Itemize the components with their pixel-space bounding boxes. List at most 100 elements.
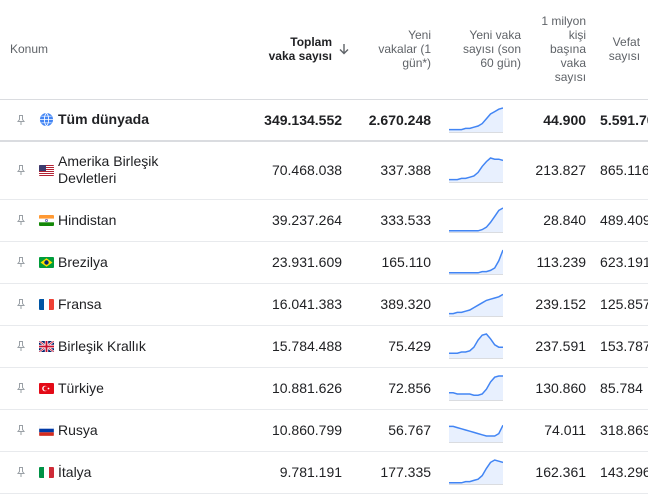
table-row[interactable]: Rusya 10.860.799 56.767 74.011 318.869 bbox=[0, 409, 648, 451]
location-name[interactable]: Brezilya bbox=[58, 253, 108, 270]
header-new-cases-60[interactable]: Yeni vaka sayısı (son 60 gün) bbox=[441, 0, 529, 99]
pin-icon[interactable] bbox=[15, 340, 27, 352]
location-name[interactable]: Rusya bbox=[58, 421, 98, 438]
header-new-cases[interactable]: Yeni vakalar (1 gün*) bbox=[352, 0, 441, 99]
sparkline-chart bbox=[449, 207, 504, 233]
trend-cell bbox=[441, 451, 529, 493]
total-cases-value: 39.237.264 bbox=[271, 212, 343, 228]
deaths-value: 125.857 bbox=[600, 296, 648, 312]
pin-cell[interactable] bbox=[0, 199, 30, 241]
sparkline-line bbox=[449, 157, 504, 181]
deaths-value: 153.787 bbox=[600, 338, 648, 354]
sparkline-chart bbox=[449, 157, 504, 184]
table-row[interactable]: Birleşik Krallık 15.784.488 75.429 237.591 1… bbox=[0, 325, 648, 367]
deaths-value: 143.296 bbox=[600, 464, 648, 480]
header-new-cases-60-label: Yeni vaka sayısı (son 60 gün) bbox=[463, 28, 522, 71]
pin-cell[interactable] bbox=[0, 99, 30, 141]
pin-cell[interactable] bbox=[0, 409, 30, 451]
new-cases-value: 75.429 bbox=[388, 338, 432, 354]
pin-icon[interactable] bbox=[15, 298, 27, 310]
new-cases-value: 2.670.248 bbox=[368, 111, 432, 128]
total-cases-value: 16.041.383 bbox=[271, 296, 343, 312]
gb-flag-icon bbox=[30, 325, 58, 367]
sparkline-area bbox=[449, 250, 504, 275]
pin-cell[interactable] bbox=[0, 283, 30, 325]
pin-cell[interactable] bbox=[0, 451, 30, 493]
deaths-value: 489.409 bbox=[600, 212, 648, 228]
new-cases-value: 72.856 bbox=[388, 380, 432, 396]
pin-icon[interactable] bbox=[15, 424, 27, 436]
new-cases-value: 165.110 bbox=[381, 254, 432, 270]
deaths-value: 85.784 bbox=[600, 380, 643, 396]
pin-cell[interactable] bbox=[0, 141, 30, 199]
globe-icon bbox=[30, 99, 58, 141]
table-row[interactable]: Brezilya 23.931.609 165.110 113.239 623.191 bbox=[0, 241, 648, 283]
table-row[interactable]: Türkiye 10.881.626 72.856 130.860 85.784 bbox=[0, 367, 648, 409]
new-cases-value: 56.767 bbox=[388, 422, 432, 438]
pin-icon[interactable] bbox=[15, 114, 27, 126]
trend-cell bbox=[441, 141, 529, 199]
sparkline-line bbox=[449, 375, 504, 396]
location-name[interactable]: Türkiye bbox=[58, 379, 104, 396]
pin-cell[interactable] bbox=[0, 325, 30, 367]
table-header-row: Konum Toplam vaka sayısı Yeni vakalar (1… bbox=[0, 0, 648, 99]
table-row[interactable]: Amerika Birleşik Devletleri 70.468.038 337… bbox=[0, 141, 648, 199]
location-name[interactable]: İtalya bbox=[58, 463, 92, 480]
new-cases-value: 177.335 bbox=[380, 464, 432, 480]
deaths-value: 5.591.704 bbox=[600, 111, 648, 128]
location-name[interactable]: Fransa bbox=[58, 295, 102, 312]
location-name[interactable]: Amerika Birleşik Devletleri bbox=[58, 153, 159, 187]
trend-cell bbox=[441, 367, 529, 409]
sparkline-area bbox=[449, 334, 504, 359]
trend-cell bbox=[441, 199, 529, 241]
sparkline-chart bbox=[449, 459, 504, 485]
pin-icon[interactable] bbox=[15, 382, 27, 394]
sparkline-area bbox=[449, 208, 504, 233]
sparkline-line bbox=[449, 249, 504, 274]
total-cases-value: 23.931.609 bbox=[271, 254, 343, 270]
header-location[interactable]: Konum bbox=[10, 42, 49, 57]
header-total-cases[interactable]: Toplam vaka sayısı bbox=[200, 0, 352, 99]
location-name[interactable]: Birleşik Krallık bbox=[58, 337, 146, 354]
sort-arrow-down-icon bbox=[339, 44, 349, 55]
pin-icon[interactable] bbox=[15, 214, 27, 226]
header-total-cases-label: Toplam vaka sayısı bbox=[268, 35, 333, 64]
sparkline-area bbox=[449, 158, 504, 184]
pin-icon[interactable] bbox=[15, 256, 27, 268]
pin-cell[interactable] bbox=[0, 367, 30, 409]
sparkline-line bbox=[449, 459, 504, 484]
per-million-value: 130.860 bbox=[535, 380, 587, 396]
location-name[interactable]: Hindistan bbox=[58, 211, 117, 228]
sparkline-chart bbox=[449, 293, 504, 317]
table-row-world[interactable]: Tüm dünyada 349.134.552 2.670.248 44.900 5.5… bbox=[0, 99, 648, 141]
pin-icon[interactable] bbox=[15, 164, 27, 176]
per-million-value: 213.827 bbox=[535, 162, 587, 179]
location-name[interactable]: Tüm dünyada bbox=[58, 111, 150, 128]
per-million-value: 74.011 bbox=[544, 422, 587, 438]
pin-icon[interactable] bbox=[15, 466, 27, 478]
table-row[interactable]: Hindistan 39.237.264 333.533 28.840 489.409 bbox=[0, 199, 648, 241]
deaths-value: 623.191 bbox=[600, 254, 648, 270]
trend-cell bbox=[441, 99, 529, 141]
sparkline-line bbox=[449, 293, 504, 315]
per-million-value: 237.591 bbox=[535, 338, 587, 354]
us-flag-icon bbox=[30, 141, 58, 199]
new-cases-value: 337.388 bbox=[380, 162, 432, 179]
total-cases-value: 10.881.626 bbox=[271, 380, 343, 396]
table-row[interactable]: Fransa 16.041.383 389.320 239.152 125.857 bbox=[0, 283, 648, 325]
sparkline-chart bbox=[449, 375, 504, 401]
header-deaths[interactable]: Vefat sayısı bbox=[600, 0, 648, 99]
trend-cell bbox=[441, 241, 529, 283]
header-per-million[interactable]: 1 milyon kişi başına vaka sayısı bbox=[529, 0, 600, 99]
in-flag-icon bbox=[30, 199, 58, 241]
sparkline-chart bbox=[449, 333, 504, 359]
sparkline-line bbox=[449, 424, 504, 437]
sparkline-line bbox=[449, 107, 504, 131]
deaths-value: 318.869 bbox=[600, 422, 648, 438]
total-cases-value: 15.784.488 bbox=[271, 338, 343, 354]
sparkline-area bbox=[449, 376, 504, 401]
total-cases-value: 10.860.799 bbox=[271, 422, 343, 438]
header-per-million-label: 1 milyon kişi başına vaka sayısı bbox=[541, 14, 587, 85]
table-row[interactable]: İtalya 9.781.191 177.335 162.361 143.296 bbox=[0, 451, 648, 493]
pin-cell[interactable] bbox=[0, 241, 30, 283]
